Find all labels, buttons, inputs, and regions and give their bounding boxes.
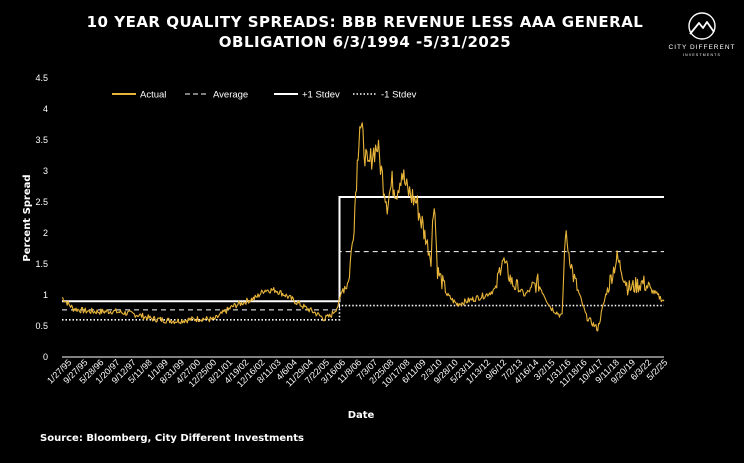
y-tick-label: 0 — [43, 352, 48, 362]
mountain-logo-icon — [688, 12, 716, 40]
y-tick-label: 2 — [43, 228, 48, 238]
series-line--1-stdev — [62, 196, 664, 303]
y-axis-label: Percent Spread — [22, 174, 33, 261]
legend-label: -1 Stdev — [381, 90, 417, 101]
y-tick-label: 4 — [43, 104, 48, 114]
chart-title: 10 YEAR QUALITY SPREADS: BBB REVENUE LES… — [20, 12, 710, 52]
chart-title-line1: 10 YEAR QUALITY SPREADS: BBB REVENUE LES… — [86, 13, 644, 31]
y-axis-ticks: 0 0.5 1 1.5 2 2.5 3 3.5 4 4.5 — [35, 73, 48, 362]
y-tick-label: 3.5 — [35, 135, 48, 145]
chart-area: 0 0.5 1 1.5 2 2.5 3 3.5 4 4.5 1/27/959/27/955/28/… — [22, 73, 669, 421]
legend-label: Average — [213, 90, 248, 101]
series-line--1-stdev — [62, 304, 664, 321]
y-tick-label: 4.5 — [35, 73, 48, 83]
legend-label: Actual — [140, 90, 166, 101]
y-tick-label: 2.5 — [35, 197, 48, 207]
x-axis-ticks: 1/27/959/27/955/28/961/20/979/12/975/11/… — [45, 357, 669, 389]
chart-title-line2: OBLIGATION 6/3/1994 -5/31/2025 — [218, 33, 512, 51]
y-tick-label: 0.5 — [35, 321, 48, 331]
logo-line1: CITY DIFFERENT — [668, 44, 736, 51]
y-tick-label: 1 — [43, 290, 48, 300]
y-tick-label: 1.5 — [35, 259, 48, 269]
series-line-actual — [61, 122, 665, 332]
legend-label: +1 Stdev — [302, 90, 340, 101]
x-axis-label: Date — [348, 410, 375, 421]
y-tick-label: 3 — [43, 166, 48, 176]
legend: Actual Average +1 Stdev -1 Stdev — [112, 90, 417, 101]
logo-line2: INVESTMENTS — [682, 53, 722, 57]
source-note: Source: Bloomberg, City Different Invest… — [40, 433, 305, 444]
series-lines — [61, 122, 665, 332]
